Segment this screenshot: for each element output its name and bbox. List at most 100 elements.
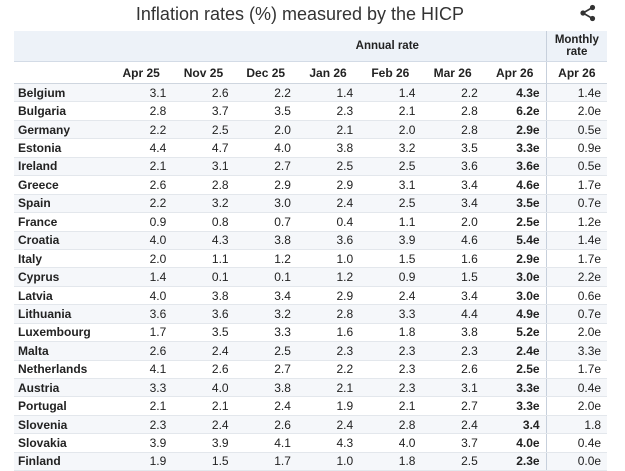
annual-value-cell: 2.8 [359, 415, 422, 435]
annual-value-cell: 1.6 [296, 323, 360, 343]
annual-value-cell: 2.6 [234, 415, 297, 435]
annual-value-cell: 2.2 [234, 83, 297, 103]
annual-value-cell: 2.4 [296, 415, 360, 435]
monthly-value-cell: 0.0e [545, 452, 608, 471]
header-month: Apr 26 [483, 61, 547, 84]
annual-value-cell: 4.1 [234, 433, 297, 453]
annual-value-cell: 2.4 [172, 341, 235, 361]
annual-value-cell: 2.3 [110, 415, 173, 435]
annual-value-cell: 1.9 [296, 396, 360, 416]
annual-value-cell: 1.9 [110, 452, 173, 471]
table-row: Malta 2.6 2.4 2.5 2.3 2.3 2.3 2.4e 3.3e [14, 341, 608, 361]
annual-value-cell: 4.4 [421, 304, 484, 324]
annual-value-cell: 4.3 [172, 231, 235, 250]
annual-value-cell: 1.2 [234, 249, 297, 269]
annual-value-cell: 2.9e [483, 249, 547, 269]
annual-value-cell: 3.6 [421, 157, 484, 177]
country-cell: Malta [14, 341, 110, 361]
annual-value-cell: 2.9 [234, 175, 297, 195]
annual-value-cell: 3.9 [172, 433, 235, 453]
annual-value-cell: 0.9 [110, 212, 173, 232]
country-cell: Cyprus [14, 267, 110, 287]
annual-value-cell: 1.5 [359, 249, 422, 269]
annual-value-cell: 3.3 [359, 304, 422, 324]
monthly-value-cell: 2.0e [545, 323, 608, 343]
annual-value-cell: 2.4e [483, 341, 547, 361]
country-cell: Greece [14, 175, 110, 195]
annual-value-cell: 1.8 [359, 323, 422, 343]
annual-value-cell: 4.0 [359, 433, 422, 453]
country-cell: Slovakia [14, 433, 110, 453]
annual-value-cell: 4.0 [172, 378, 235, 398]
annual-value-cell: 2.5e [483, 212, 547, 232]
annual-value-cell: 4.1 [110, 360, 173, 380]
annual-value-cell: 2.5e [483, 360, 547, 380]
annual-value-cell: 4.3 [296, 433, 360, 453]
monthly-value-cell: 0.7e [545, 194, 608, 214]
header-group-row: Annual rate Monthly rate [14, 31, 608, 62]
table-row: Luxembourg 1.7 3.5 3.3 1.6 1.8 3.8 5.2e 2.0e [14, 323, 608, 343]
annual-value-cell: 4.0e [483, 433, 547, 453]
annual-value-cell: 2.0 [421, 212, 484, 232]
annual-value-cell: 2.7 [234, 360, 297, 380]
annual-value-cell: 2.4 [421, 415, 484, 435]
country-cell: Belgium [14, 83, 110, 103]
table-row: Slovenia 2.3 2.4 2.6 2.4 2.8 2.4 3.4 1.8 [14, 415, 608, 435]
annual-value-cell: 3.0e [483, 286, 547, 306]
header-month: Mar 26 [421, 61, 484, 84]
annual-value-cell: 1.6 [421, 249, 484, 269]
annual-value-cell: 3.9 [110, 433, 173, 453]
annual-value-cell: 0.7 [234, 212, 297, 232]
annual-value-cell: 2.3 [421, 341, 484, 361]
country-cell: Portugal [14, 396, 110, 416]
annual-value-cell: 2.8 [421, 120, 484, 140]
country-cell: Germany [14, 120, 110, 140]
annual-value-cell: 2.4 [359, 286, 422, 306]
table-row: Germany 2.2 2.5 2.0 2.1 2.0 2.8 2.9e 0.5e [14, 120, 608, 140]
annual-value-cell: 4.6 [421, 231, 484, 250]
annual-value-cell: 1.4 [296, 83, 360, 103]
annual-value-cell: 4.3e [483, 83, 547, 103]
table-row: Belgium 3.1 2.6 2.2 1.4 1.4 2.2 4.3e 1.4e [14, 83, 608, 103]
annual-value-cell: 3.4 [421, 194, 484, 214]
monthly-value-cell: 0.7e [545, 304, 608, 324]
annual-value-cell: 1.8 [359, 452, 422, 471]
monthly-value-cell: 1.4e [545, 231, 608, 250]
annual-value-cell: 2.1 [359, 101, 422, 121]
annual-value-cell: 2.5 [172, 120, 235, 140]
monthly-value-cell: 2.0e [545, 101, 608, 121]
annual-value-cell: 3.6 [172, 304, 235, 324]
annual-value-cell: 3.4 [421, 175, 484, 195]
table-row: Cyprus 1.4 0.1 0.1 1.2 0.9 1.5 3.0e 2.2e [14, 267, 608, 287]
annual-value-cell: 2.8 [110, 101, 173, 121]
annual-value-cell: 2.1 [296, 120, 360, 140]
country-cell: Italy [14, 249, 110, 269]
header-month: Dec 25 [234, 61, 297, 84]
monthly-value-cell: 1.8 [545, 415, 608, 435]
annual-value-cell: 2.3 [359, 341, 422, 361]
annual-value-cell: 2.7 [234, 157, 297, 177]
country-cell: Lithuania [14, 304, 110, 324]
country-cell: Spain [14, 194, 110, 214]
annual-value-cell: 2.1 [359, 396, 422, 416]
annual-value-cell: 2.1 [110, 157, 173, 177]
annual-value-cell: 2.7 [421, 396, 484, 416]
annual-value-cell: 3.0 [234, 194, 297, 214]
table-row: Croatia 4.0 4.3 3.8 3.6 3.9 4.6 5.4e 1.4e [14, 231, 608, 250]
hicp-table: Annual rate Monthly rate Apr 25 Nov 25 D… [14, 31, 608, 471]
annual-value-cell: 2.2 [110, 120, 173, 140]
annual-value-cell: 3.6 [110, 304, 173, 324]
annual-value-cell: 2.6 [172, 83, 235, 103]
table-row: Spain 2.2 3.2 3.0 2.4 2.5 3.4 3.5e 0.7e [14, 194, 608, 214]
country-cell: Netherlands [14, 360, 110, 380]
annual-value-cell: 2.6 [421, 360, 484, 380]
annual-value-cell: 2.9 [296, 175, 360, 195]
annual-value-cell: 4.0 [234, 138, 297, 158]
annual-value-cell: 2.1 [110, 396, 173, 416]
monthly-value-cell: 3.3e [545, 341, 608, 361]
share-icon[interactable] [578, 3, 598, 23]
monthly-value-cell: 0.9e [545, 138, 608, 158]
table-row: Netherlands 4.1 2.6 2.7 2.2 2.3 2.6 2.5e 1.7e [14, 360, 608, 380]
annual-value-cell: 2.8 [296, 304, 360, 324]
annual-value-cell: 4.6e [483, 175, 547, 195]
